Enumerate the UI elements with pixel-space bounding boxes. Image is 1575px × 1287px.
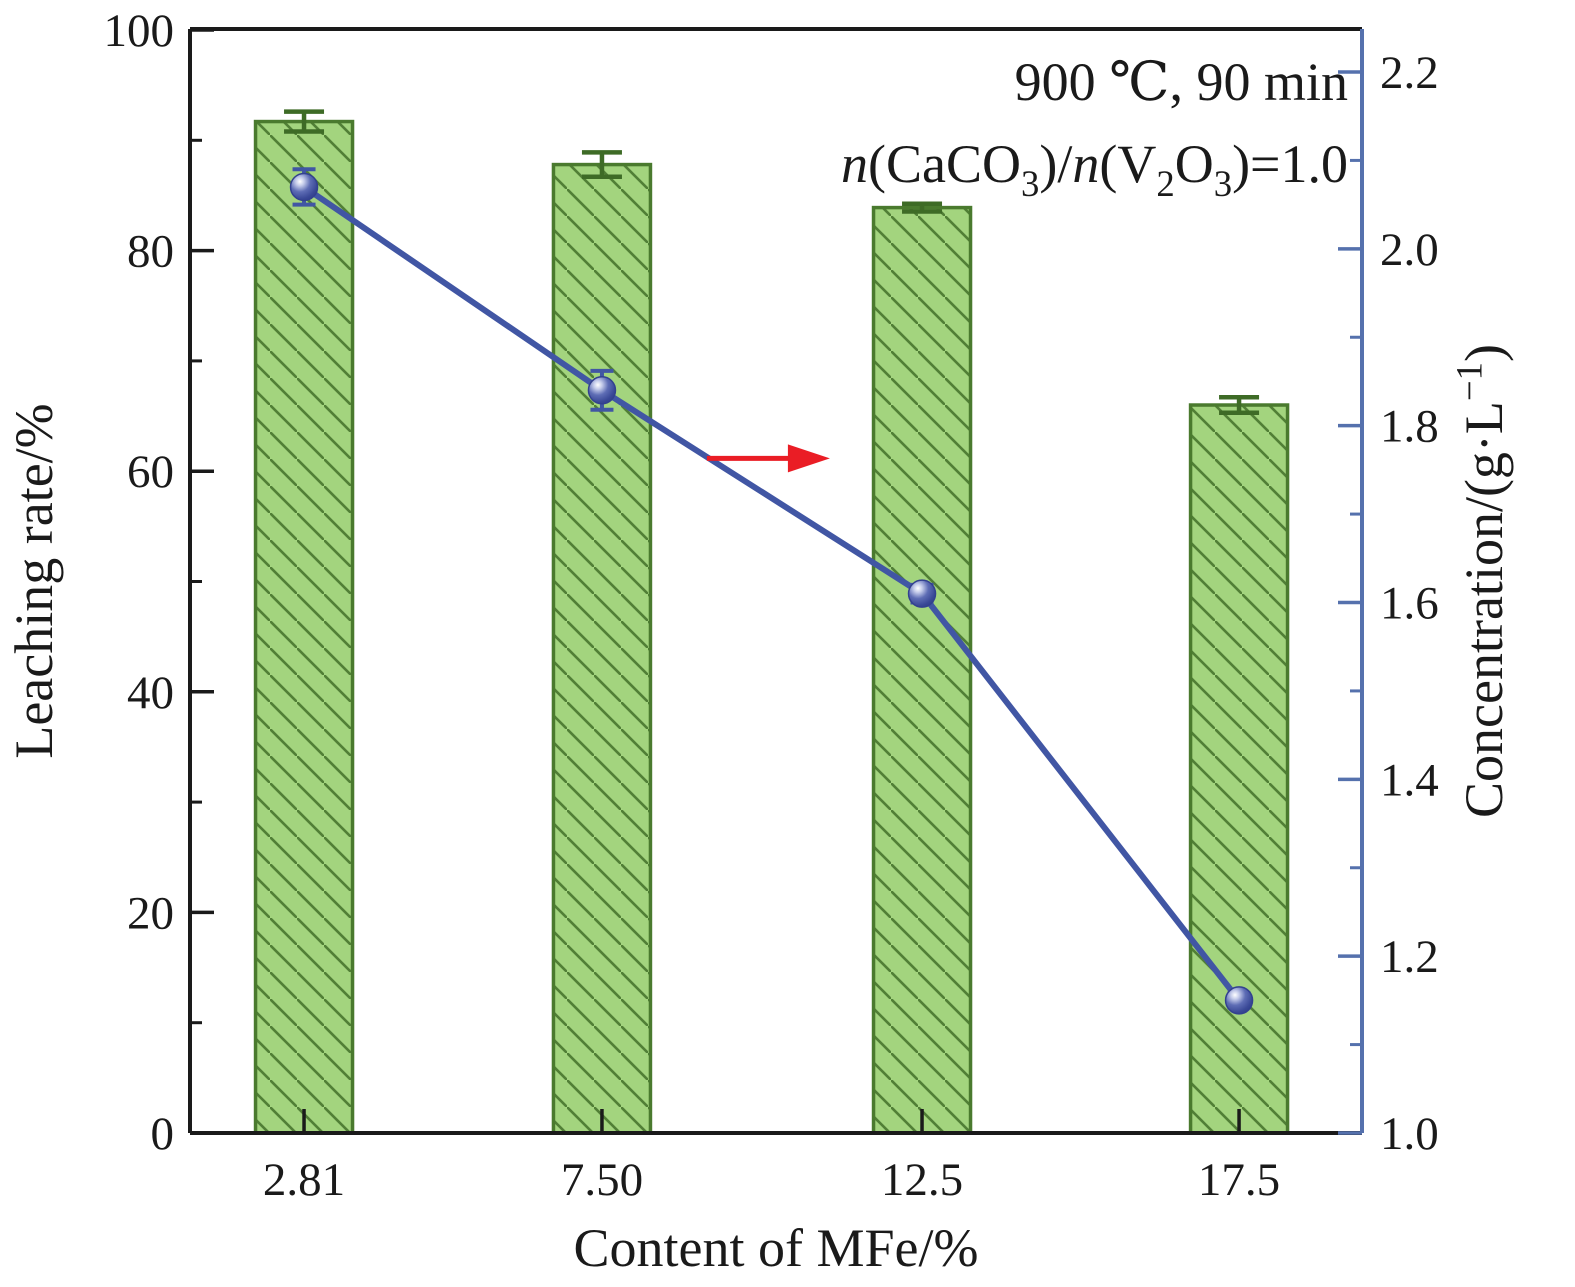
bar-error-bar xyxy=(284,109,325,134)
axes-spines xyxy=(188,27,1364,1135)
concentration-line xyxy=(302,184,1242,1003)
sphere-marker-icon xyxy=(289,172,319,202)
annotation-conditions-line1: 900 ℃, 90 min xyxy=(1015,52,1348,112)
right-tick-label: 1.6 xyxy=(1380,578,1439,630)
sphere-marker-icon xyxy=(587,376,617,405)
left-tick-label: 0 xyxy=(151,1108,175,1160)
x-tick-label: 7.50 xyxy=(561,1154,643,1206)
annotation-conditions-line2: n(CaCO3)/n(V2O3)=1.0 xyxy=(841,134,1348,204)
bar-error-bar xyxy=(581,150,622,179)
bar-leaching-rate xyxy=(253,119,355,1135)
point-markers-group xyxy=(289,172,1254,1015)
point-error-bars-group xyxy=(292,167,1251,1010)
left-tick-label: 60 xyxy=(127,446,174,498)
left-tick-label: 80 xyxy=(127,226,174,278)
bar-error-bar xyxy=(902,201,943,214)
tick-labels: 0 20 40 60 80 100 1.0 1.2 1.4 1.6 1.8 2.0 2.2 2.81 7.5… xyxy=(104,5,1439,1206)
bar-leaching-rate xyxy=(551,162,653,1135)
bar-error-bars-group xyxy=(284,109,1260,415)
x-axis-title: Content of MFe/% xyxy=(574,1218,979,1278)
x-tick-label: 17.5 xyxy=(1198,1154,1280,1206)
sphere-marker-icon xyxy=(1224,986,1254,1015)
right-axis-arrow xyxy=(706,444,830,473)
right-tick-label: 1.4 xyxy=(1380,754,1439,806)
right-tick-label: 1.2 xyxy=(1380,931,1439,983)
right-tick-label: 1.0 xyxy=(1380,1108,1439,1160)
axis-ticks xyxy=(190,28,1362,1135)
x-tick-label: 12.5 xyxy=(881,1154,963,1206)
right-tick-label: 1.8 xyxy=(1380,401,1439,453)
right-axis-title: Concentration/(g·L−1) xyxy=(1448,344,1514,818)
right-tick-label: 2.2 xyxy=(1380,47,1439,99)
left-tick-label: 20 xyxy=(127,887,174,939)
right-tick-label: 2.0 xyxy=(1380,224,1439,276)
left-axis-title: Leaching rate/% xyxy=(4,403,64,758)
bars-group xyxy=(253,119,1290,1135)
bar-leaching-rate xyxy=(1188,403,1290,1135)
left-tick-label: 40 xyxy=(127,667,174,719)
x-tick-label: 2.81 xyxy=(263,1154,345,1206)
sphere-marker-icon xyxy=(907,579,937,608)
arrow-head-icon xyxy=(787,444,830,473)
bar-error-bar xyxy=(1219,395,1260,415)
left-tick-label: 100 xyxy=(104,5,175,57)
bar-leaching-rate xyxy=(871,205,973,1135)
